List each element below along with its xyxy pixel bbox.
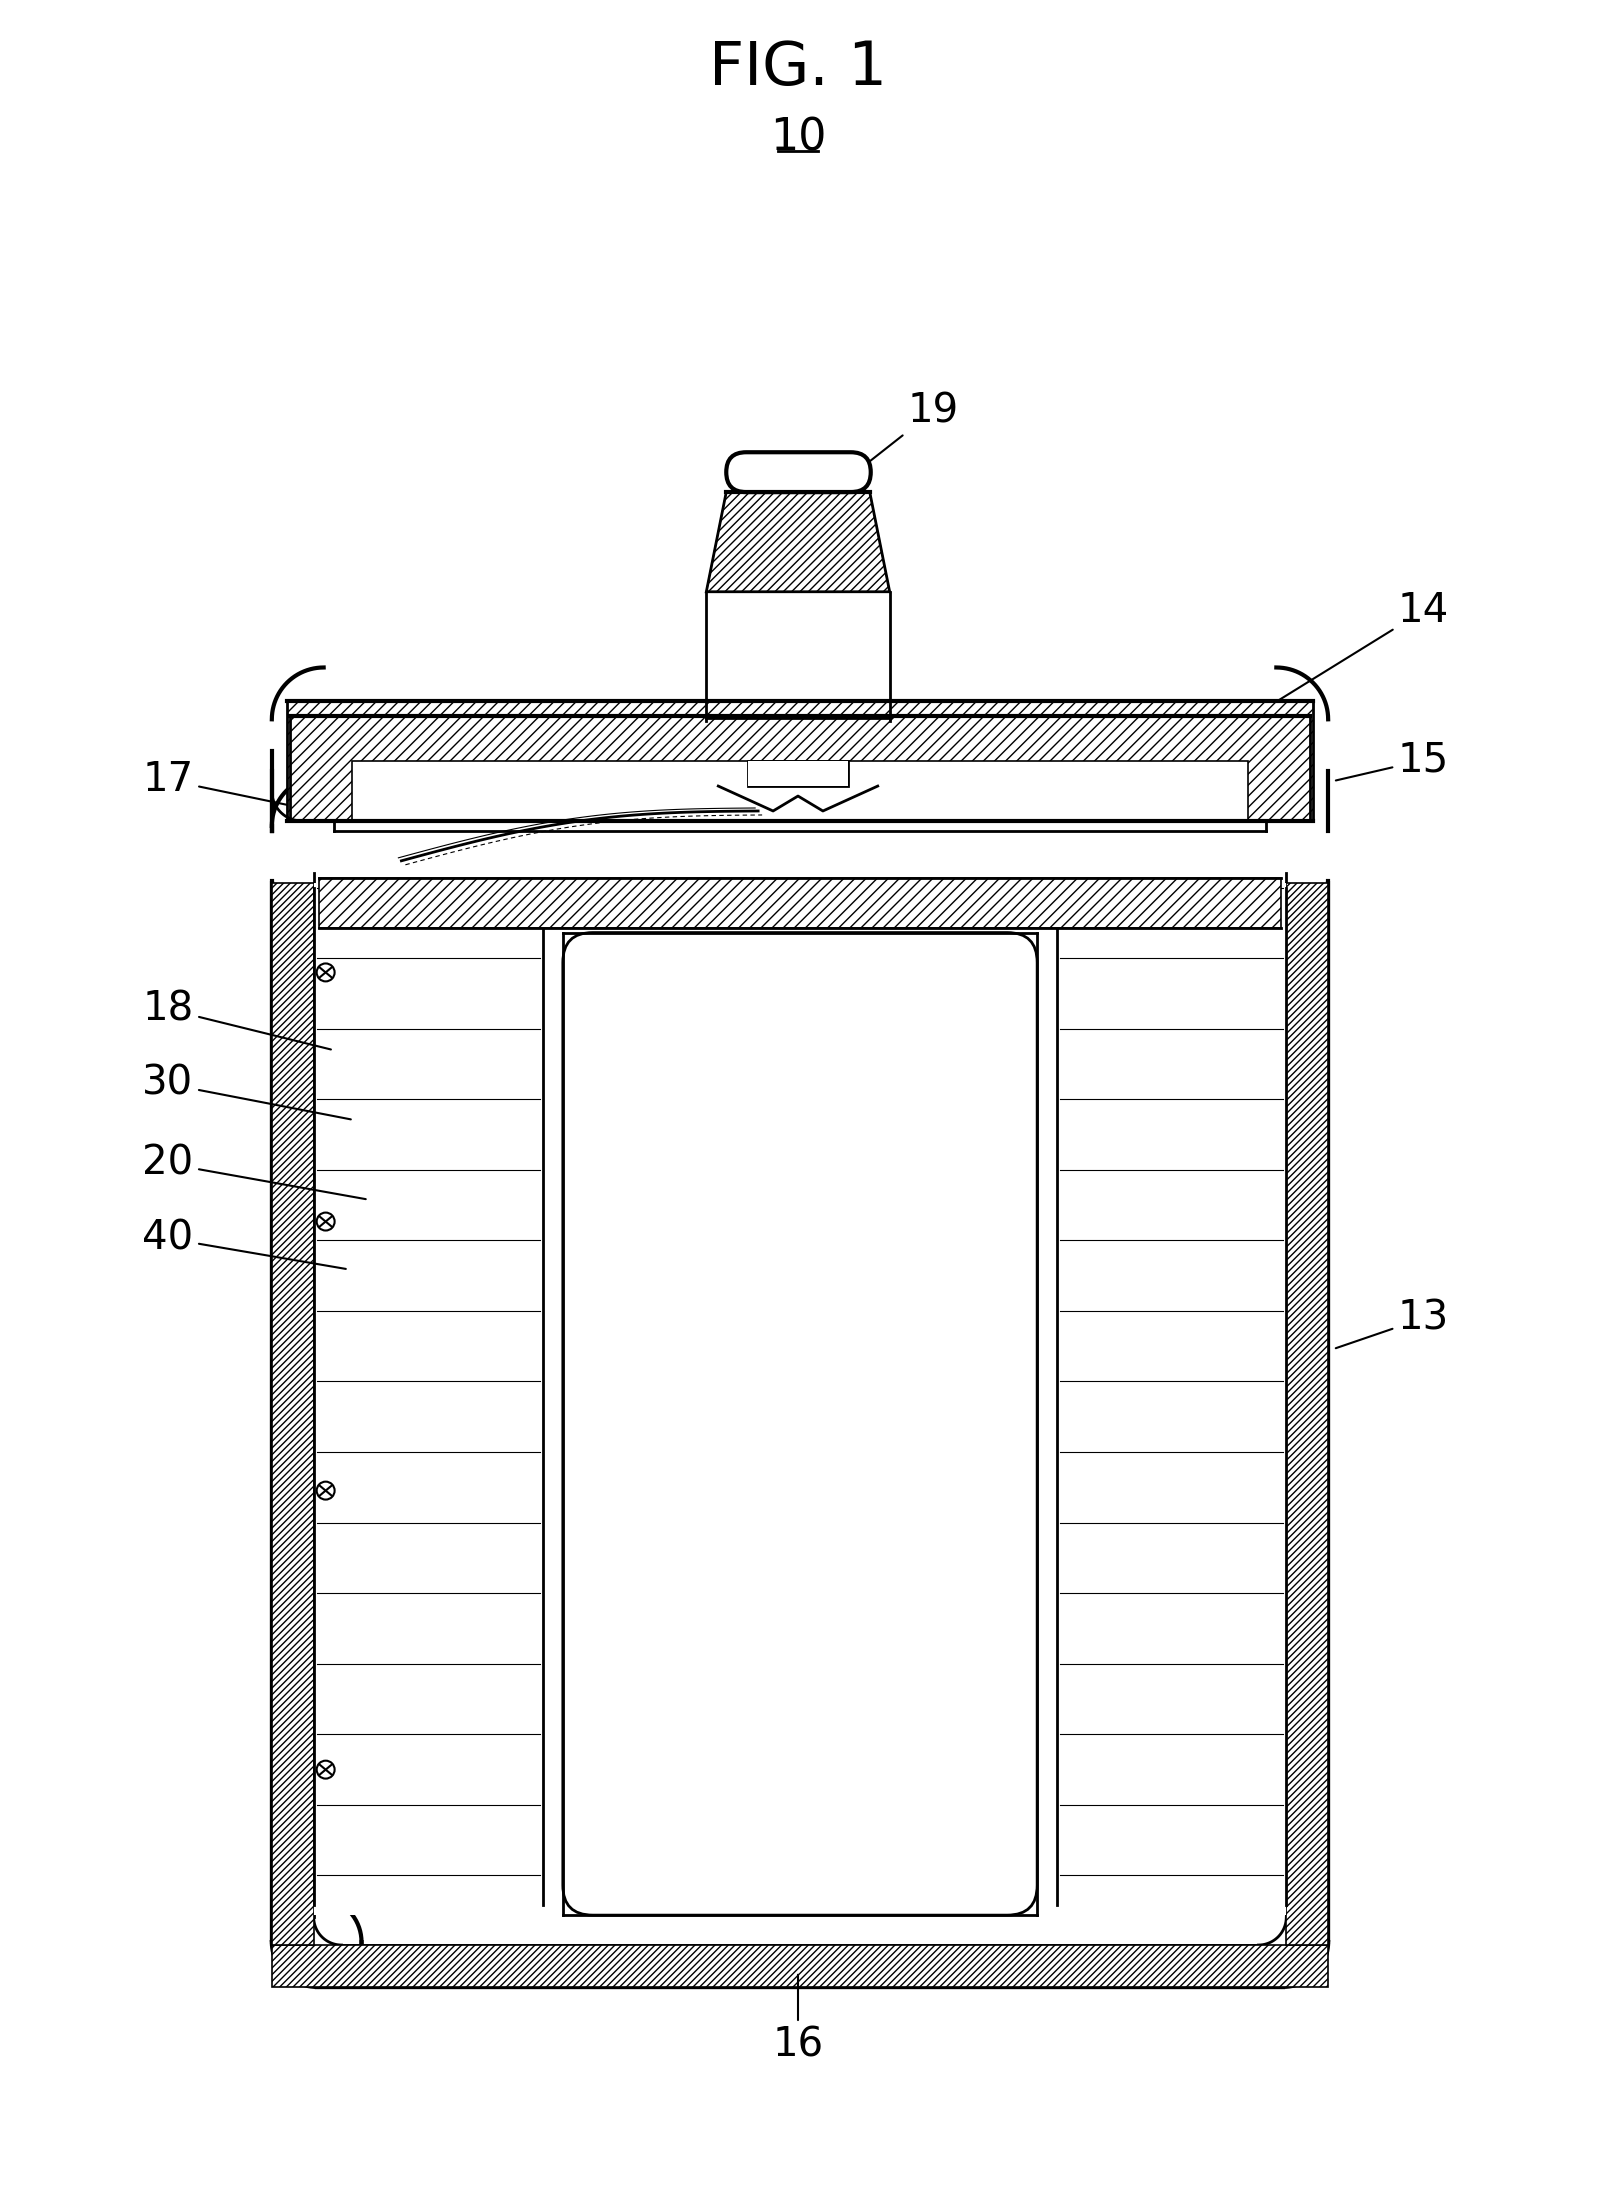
Bar [1057,884,1286,1916]
Circle shape [316,1761,335,1778]
Circle shape [316,1481,335,1500]
Text: 13: 13 [1335,1299,1448,1347]
Text: 17: 17 [142,761,315,811]
FancyBboxPatch shape [727,453,870,492]
FancyBboxPatch shape [562,932,1036,1916]
Text: 15: 15 [1335,739,1448,781]
Bar [747,761,848,785]
Bar [351,761,1249,820]
Circle shape [316,964,335,982]
Text: 30: 30 [142,1065,351,1120]
Text: 18: 18 [142,989,331,1050]
Bar [289,717,1310,820]
Polygon shape [706,492,890,593]
Text: 10: 10 [770,116,826,160]
Text: 16: 16 [773,1975,824,2067]
Text: 40: 40 [142,1218,347,1268]
Text: 14: 14 [1231,590,1448,730]
Bar [271,1944,1329,1986]
Bar [747,761,848,785]
Bar [287,702,1313,820]
Text: FIG. 1: FIG. 1 [709,39,886,98]
Circle shape [316,1212,335,1231]
Text: 20: 20 [142,1144,366,1198]
Bar [1286,884,1329,1944]
Text: 19: 19 [821,391,958,501]
Bar [271,884,313,1944]
Bar [319,877,1281,927]
Bar [313,884,543,1916]
